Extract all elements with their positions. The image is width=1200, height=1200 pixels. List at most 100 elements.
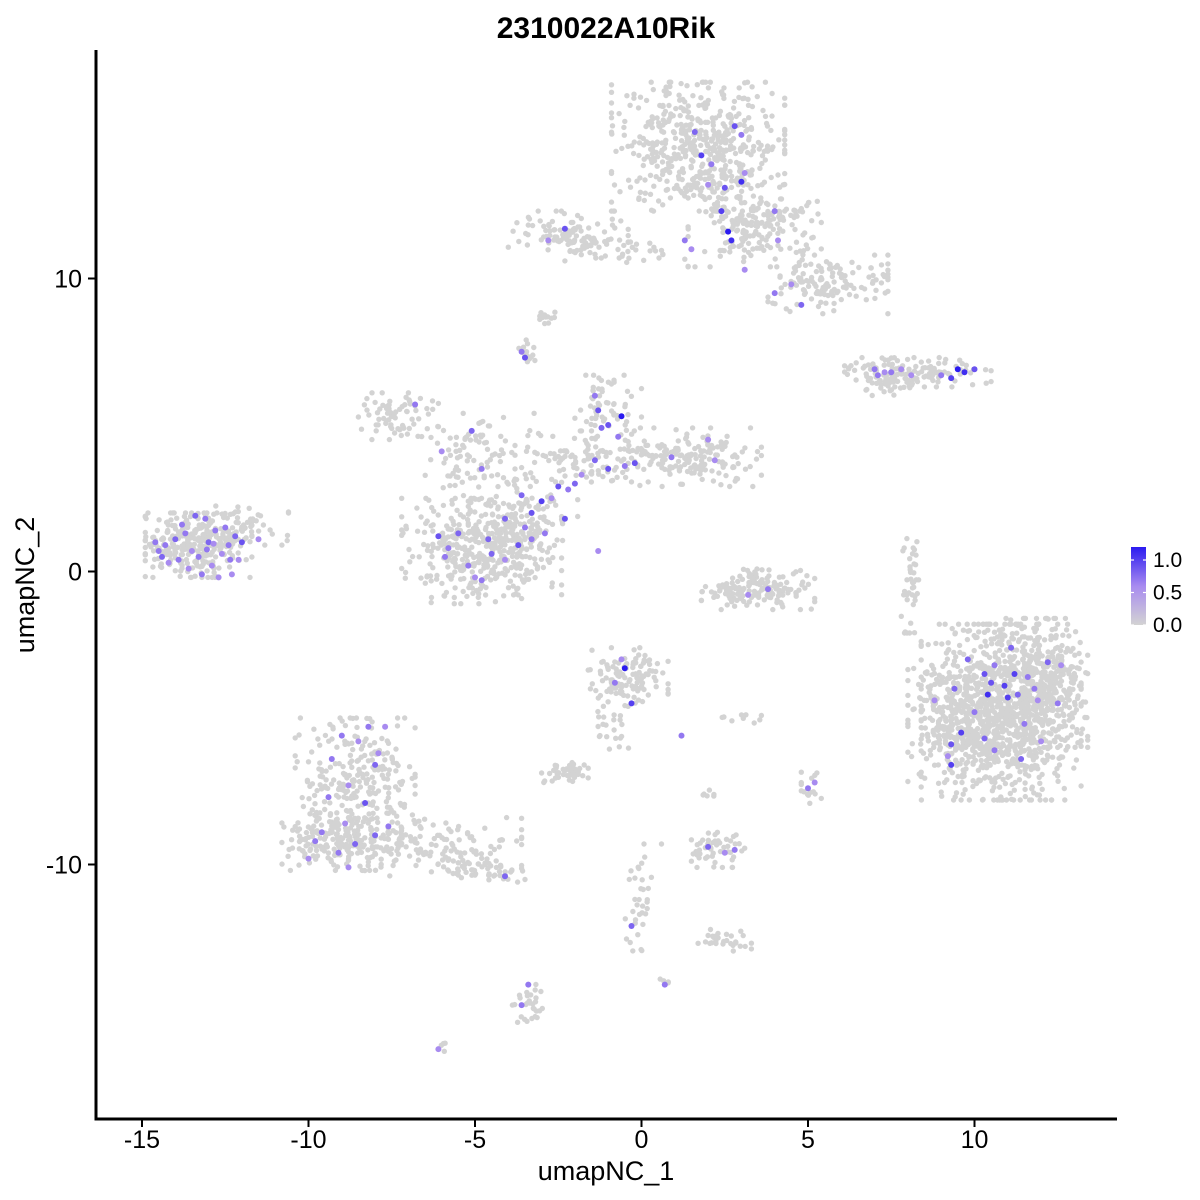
cell-point	[562, 258, 568, 264]
cell-point	[1005, 712, 1012, 719]
cell-point	[342, 741, 348, 747]
cell-point	[739, 212, 745, 219]
cell-point	[663, 137, 669, 143]
cell-point	[707, 79, 713, 85]
cell-point	[970, 783, 976, 790]
cell-point	[753, 223, 759, 229]
cell-point	[979, 729, 985, 735]
cell-point	[1050, 726, 1056, 732]
cell-point	[169, 522, 176, 529]
cell-point	[728, 146, 734, 152]
cell-point	[754, 566, 760, 572]
cell-point	[702, 176, 708, 182]
cell-point	[780, 592, 786, 598]
cell-point	[384, 738, 390, 744]
cell-point	[247, 539, 253, 545]
cell-point	[1010, 636, 1017, 642]
cell-point	[433, 842, 439, 849]
cell-point	[678, 80, 684, 87]
cell-point	[380, 832, 386, 838]
cell-point	[618, 681, 625, 688]
cell-point	[541, 223, 547, 229]
cell-point	[424, 405, 430, 412]
cell-point	[761, 597, 767, 603]
cell-point	[646, 140, 652, 147]
cell-point	[991, 719, 998, 725]
cell-point	[1047, 695, 1053, 701]
cell-point	[671, 151, 678, 157]
cell-point	[1072, 702, 1078, 708]
cell-point	[647, 172, 654, 178]
cell-point	[750, 246, 756, 252]
cell-point	[979, 709, 985, 715]
cell-point	[550, 554, 556, 561]
cell-point	[451, 557, 457, 563]
cell-point	[660, 129, 667, 135]
cell-point	[918, 657, 924, 663]
cell-point	[311, 726, 317, 732]
cell-point	[608, 478, 615, 484]
cell-point	[744, 602, 750, 608]
cell-point	[708, 138, 715, 144]
cell-point	[309, 829, 316, 836]
cell-point	[492, 872, 498, 878]
cell-point	[279, 542, 285, 548]
cell-point	[682, 147, 688, 153]
cell-point	[565, 232, 572, 238]
cell-point	[701, 137, 708, 143]
cell-point	[465, 511, 472, 517]
cell-point	[762, 113, 769, 120]
cell-point	[453, 434, 460, 440]
cell-point	[325, 850, 332, 856]
cell-point	[660, 102, 666, 109]
cell-point	[716, 129, 722, 135]
cell-point	[383, 418, 390, 424]
cell-point	[668, 158, 674, 164]
cell-point	[358, 426, 365, 432]
cell-point	[936, 354, 942, 361]
cell-point	[171, 510, 177, 516]
cell-point	[428, 578, 434, 584]
cell-point	[428, 841, 435, 847]
cell-point	[540, 564, 547, 571]
cell-point	[232, 538, 238, 544]
cell-point	[501, 548, 507, 554]
cell-point	[750, 193, 757, 199]
cell-point	[765, 294, 771, 300]
cell-point	[733, 113, 739, 120]
cell-point	[988, 378, 994, 385]
cell-point	[395, 426, 401, 432]
cell-point	[235, 520, 241, 526]
cell-point	[524, 242, 531, 248]
cell-point	[559, 537, 566, 544]
cell-point	[966, 727, 973, 733]
cell-point	[741, 117, 748, 124]
cell-point	[531, 410, 537, 416]
cell-point	[541, 779, 547, 786]
cell-point	[1013, 647, 1020, 653]
cell-point	[1006, 687, 1012, 693]
cell-point	[649, 114, 655, 120]
cell-point	[763, 120, 770, 127]
cell-point	[588, 479, 595, 485]
cell-point	[963, 766, 969, 772]
cell-point	[667, 195, 674, 201]
cell-point	[700, 434, 706, 440]
cell-point	[573, 233, 580, 239]
cell-point	[372, 399, 378, 406]
cell-point	[1034, 660, 1041, 666]
cell-point	[678, 130, 685, 136]
cell-point	[844, 281, 850, 287]
cell-point	[518, 841, 525, 848]
cell-point	[908, 753, 915, 760]
cell-point	[389, 756, 395, 762]
cell-point	[1044, 752, 1051, 758]
cell-point	[417, 833, 423, 840]
cell-point	[946, 669, 952, 676]
cell-point	[578, 228, 584, 234]
cell-point	[905, 692, 911, 699]
cell-point	[396, 837, 402, 843]
cell-point	[583, 418, 590, 425]
cell-point	[778, 285, 784, 291]
cell-point	[966, 721, 972, 728]
